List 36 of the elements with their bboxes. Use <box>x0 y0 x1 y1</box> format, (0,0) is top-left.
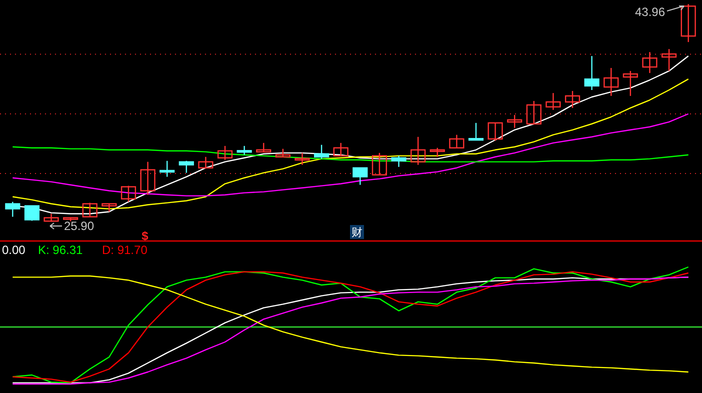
candlestick <box>507 114 522 128</box>
candlestick <box>140 161 156 196</box>
candlestick <box>236 145 252 156</box>
text: K: 96.31 <box>38 243 84 257</box>
candlestick <box>120 185 136 202</box>
candlestick <box>372 152 388 176</box>
annotation: 25.90 <box>64 219 94 233</box>
candlestick <box>604 67 619 97</box>
candlestick <box>5 201 20 218</box>
candlestick <box>160 160 175 178</box>
candlestick <box>564 90 580 109</box>
candlestick <box>82 202 98 218</box>
candlestick <box>352 167 368 186</box>
candlestick <box>584 55 600 91</box>
candlestick <box>661 48 677 72</box>
candlestick <box>546 92 561 110</box>
candlestick <box>217 145 233 161</box>
candlestick <box>622 70 638 97</box>
candlestick <box>410 136 426 166</box>
annotation: $ <box>142 229 149 243</box>
text: D: 91.70 <box>102 243 148 257</box>
candlestick <box>391 155 406 168</box>
candlestick <box>449 134 464 148</box>
candlestick <box>24 205 40 222</box>
candlestick <box>294 152 310 166</box>
candlestick <box>314 144 330 160</box>
candlestick <box>430 147 445 158</box>
candlestick <box>526 100 542 124</box>
text: 0.00 <box>2 243 26 257</box>
candlestick <box>680 3 696 43</box>
candlestick <box>333 142 348 156</box>
candlestick <box>488 122 503 142</box>
candlestick <box>198 156 214 168</box>
candlestick <box>468 122 484 141</box>
annotation: 43.96 <box>634 5 666 19</box>
candlestick <box>642 51 658 74</box>
